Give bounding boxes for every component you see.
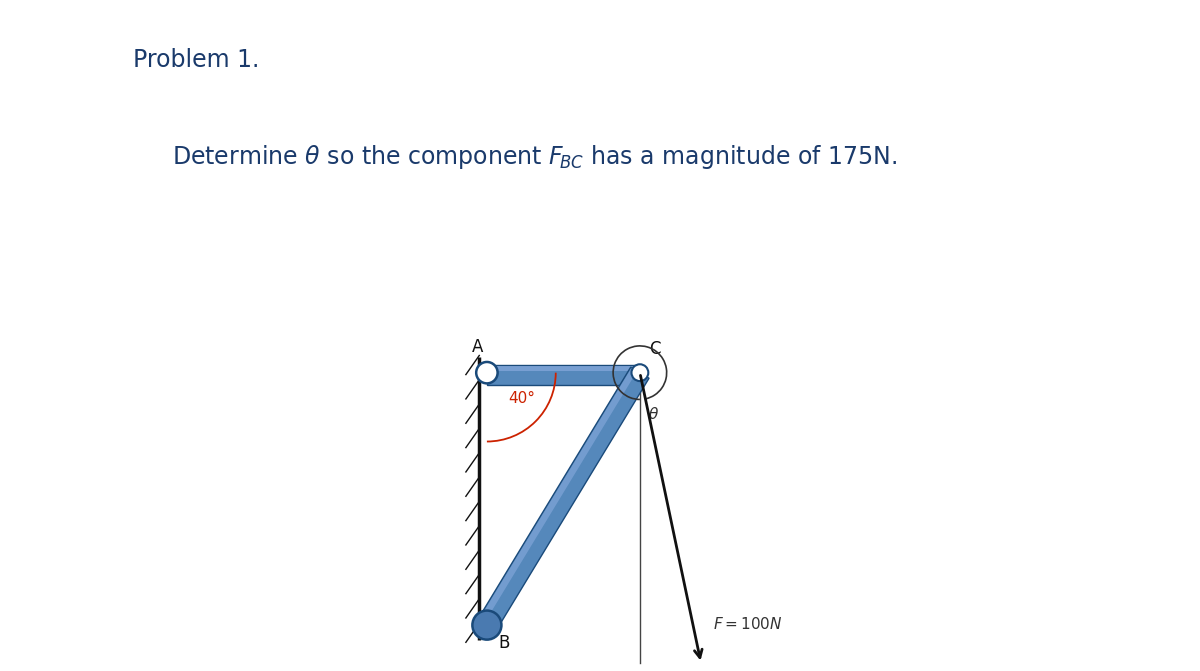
Text: C: C [649,340,661,358]
Text: $F=100N$: $F=100N$ [713,616,782,632]
Text: Problem 1.: Problem 1. [133,48,259,72]
Polygon shape [487,366,640,371]
Text: 40°: 40° [508,391,535,406]
Text: B: B [498,634,510,652]
Circle shape [476,362,498,383]
Polygon shape [479,368,637,623]
Text: A: A [472,338,484,356]
Text: $\theta$: $\theta$ [648,405,659,421]
Polygon shape [487,365,640,385]
Circle shape [631,364,648,381]
Polygon shape [478,367,649,631]
Text: Determine $\theta$ so the component $\mathit{F}_{\!\mathit{BC}}$ has a magnitude: Determine $\theta$ so the component $\ma… [172,143,896,171]
Circle shape [473,611,502,639]
